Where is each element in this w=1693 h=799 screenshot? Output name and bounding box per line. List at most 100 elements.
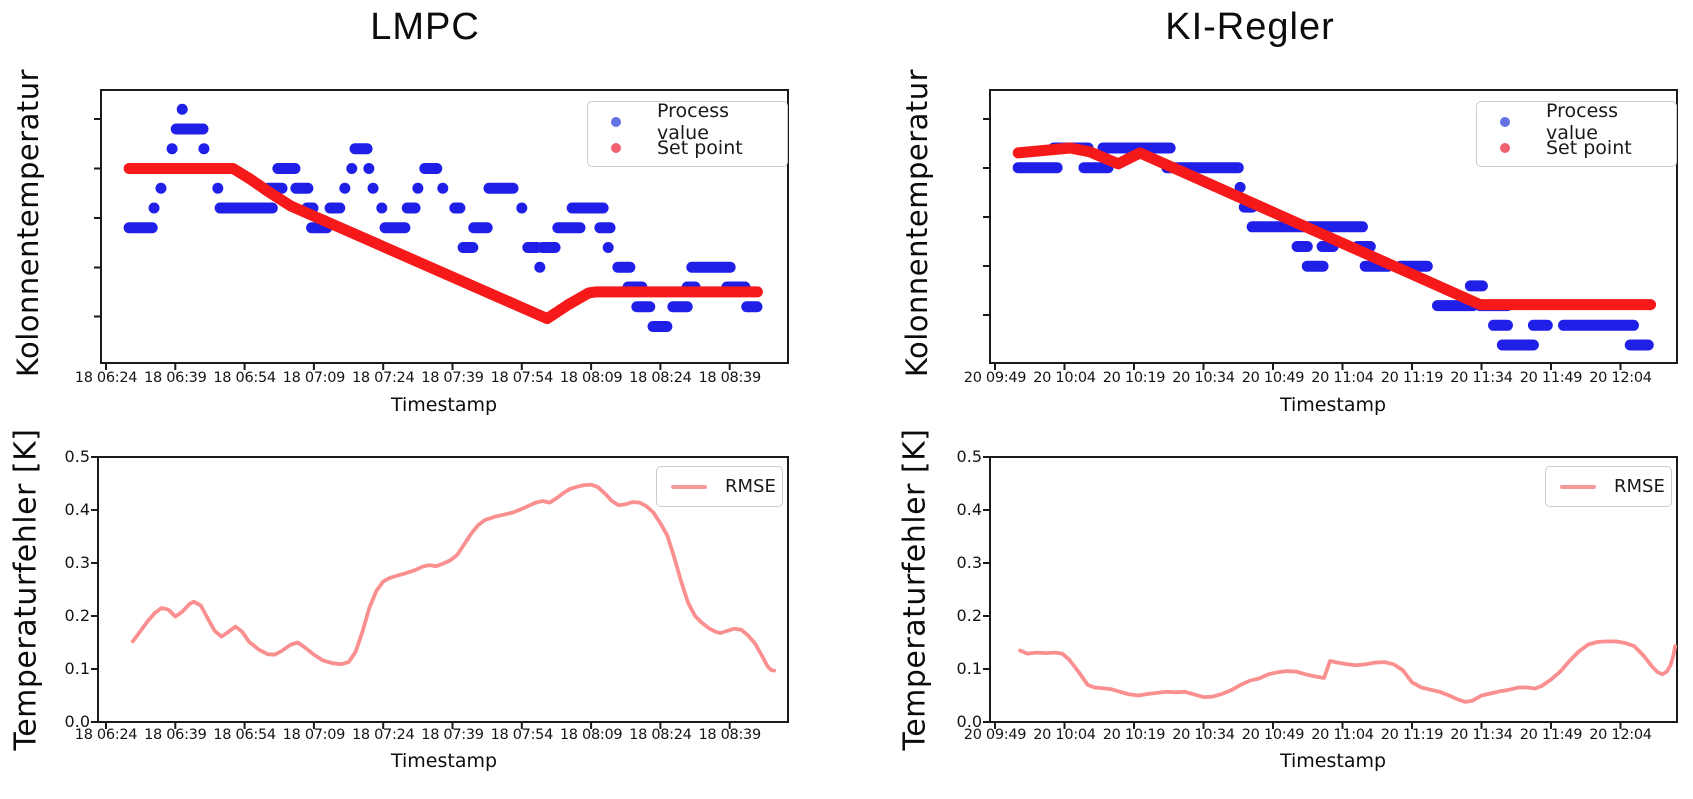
x-tick-label: 18 07:09 xyxy=(282,727,346,743)
legend-row: Set point xyxy=(598,135,777,161)
process-value-dot xyxy=(516,202,528,214)
x-tick-label: 18 08:24 xyxy=(629,370,692,386)
y-tick-label: 0.2 xyxy=(64,606,90,625)
x-tick-label: 20 12:04 xyxy=(1589,370,1652,386)
x-tick-label: 20 11:34 xyxy=(1450,370,1513,386)
chart-title-ki-regler: KI-Regler xyxy=(1165,6,1335,48)
legend-row: Process value xyxy=(1487,100,1666,144)
x-tick-label: 18 07:39 xyxy=(421,727,484,743)
process-value-dot xyxy=(363,163,375,174)
x-tick-label: 20 11:49 xyxy=(1519,727,1583,743)
x-tick-label: 20 10:34 xyxy=(1172,370,1235,386)
x-tick-label: 20 10:49 xyxy=(1241,370,1305,386)
process-value-marker-icon xyxy=(1500,117,1510,127)
x-tick-label: 18 06:24 xyxy=(74,370,138,386)
process-value-dot xyxy=(198,143,210,155)
x-tick-label: 20 10:34 xyxy=(1172,727,1235,743)
process-value-dot xyxy=(176,103,188,115)
lmpc-temperature-frame xyxy=(100,89,789,364)
x-axis-label-lmpc-rmse: Timestamp xyxy=(390,750,498,772)
y-axis-label-lmpc-temp: Kolonnentemperatur xyxy=(11,68,45,378)
process-value-dot xyxy=(1234,181,1246,193)
y-tick-label: 0.2 xyxy=(956,606,982,625)
legend-label-rmse: RMSE xyxy=(725,476,776,497)
x-tick-label: 18 08:09 xyxy=(559,370,623,386)
process-value-dot xyxy=(148,202,160,214)
legend-label-process-value: Process value xyxy=(657,100,730,144)
x-tick-label: 20 12:04 xyxy=(1589,727,1652,743)
x-tick-label: 18 08:39 xyxy=(698,727,761,743)
legend-row: Set point xyxy=(1487,135,1666,161)
x-axis-label-lmpc-temp: Timestamp xyxy=(390,394,498,416)
y-axis-label-ki-rmse: Temperaturfehler [K] xyxy=(897,428,933,751)
x-tick-label: 20 11:04 xyxy=(1311,370,1374,386)
rmse-line-marker-icon xyxy=(671,484,707,489)
x-tick-label: 18 07:54 xyxy=(490,727,554,743)
rmse-line xyxy=(130,482,776,673)
y-tick-label: 0.5 xyxy=(956,447,982,466)
process-value-marker-icon xyxy=(611,117,621,127)
x-tick-label: 20 11:49 xyxy=(1519,370,1583,386)
x-tick-label: 18 06:39 xyxy=(144,727,207,743)
x-tick-label: 20 09:49 xyxy=(963,370,1027,386)
y-tick-label: 0.3 xyxy=(64,553,90,572)
set-point-marker-icon xyxy=(1500,143,1510,153)
set-point-line xyxy=(1012,142,1657,311)
process-value-dot xyxy=(437,182,449,194)
x-tick-label: 20 11:19 xyxy=(1380,727,1444,743)
x-tick-label: 20 10:04 xyxy=(1033,727,1096,743)
legend-label-rmse: RMSE xyxy=(1614,476,1665,497)
legend-label-set-point: Set point xyxy=(1546,137,1632,159)
y-axis-label-ki-temp: Kolonnentemperatur xyxy=(900,68,934,378)
rmse-line xyxy=(1018,639,1678,704)
legend-ki-rmse: RMSE xyxy=(1545,466,1672,507)
x-tick-label: 18 06:39 xyxy=(144,370,207,386)
x-tick-label: 18 07:24 xyxy=(351,370,415,386)
y-tick-label: 0.1 xyxy=(956,659,982,678)
set-point-line xyxy=(123,163,763,325)
process-value-dot xyxy=(412,182,424,194)
x-tick-label: 18 06:54 xyxy=(213,727,276,743)
x-tick-label: 20 11:34 xyxy=(1450,727,1513,743)
y-axis-label-lmpc-rmse: Temperaturfehler [K] xyxy=(8,428,44,751)
y-tick-label: 0.0 xyxy=(64,712,90,731)
x-tick-label: 20 10:49 xyxy=(1241,727,1305,743)
x-tick-label: 20 10:19 xyxy=(1102,370,1166,386)
x-tick-label: 18 08:39 xyxy=(698,370,761,386)
process-value-dot xyxy=(155,182,167,194)
x-tick-label: 18 07:09 xyxy=(282,370,346,386)
y-tick-label: 0.5 xyxy=(64,447,90,466)
process-value-dot xyxy=(602,242,614,253)
x-tick-label: 20 10:04 xyxy=(1033,370,1096,386)
set-point-marker-icon xyxy=(611,143,621,153)
x-tick-label: 18 06:54 xyxy=(213,370,276,386)
lmpc-rmse-frame xyxy=(97,456,789,723)
y-tick-label: 0.4 xyxy=(64,500,90,519)
x-tick-label: 18 07:39 xyxy=(421,370,484,386)
y-tick-label: 0.3 xyxy=(956,553,982,572)
x-tick-label: 18 07:24 xyxy=(351,727,415,743)
rmse-line-marker-icon xyxy=(1560,484,1596,489)
x-tick-label: 18 06:24 xyxy=(74,727,138,743)
x-axis-label-ki-rmse: Timestamp xyxy=(1279,750,1387,772)
x-tick-label: 18 08:24 xyxy=(629,727,692,743)
process-value-dot xyxy=(212,182,224,194)
x-tick-label: 20 09:49 xyxy=(963,727,1027,743)
x-tick-label: 20 11:19 xyxy=(1380,370,1444,386)
ki-regler-temperature-frame xyxy=(989,89,1678,364)
process-value-dot xyxy=(346,163,358,174)
y-tick-label: 0.1 xyxy=(64,659,90,678)
x-tick-label: 18 07:54 xyxy=(490,370,554,386)
legend-row: Process value xyxy=(598,100,777,144)
y-tick-label: 0.4 xyxy=(956,500,982,519)
legend-lmpc-rmse: RMSE xyxy=(656,466,783,507)
legend-lmpc-temp: Process value Set point xyxy=(587,100,788,167)
x-tick-label: 20 11:04 xyxy=(1311,727,1374,743)
process-value-dot xyxy=(534,261,546,273)
legend-label-process-value: Process value xyxy=(1546,100,1619,144)
legend-label-set-point: Set point xyxy=(657,137,743,159)
ki-regler-rmse-frame xyxy=(989,456,1678,723)
process-value-dot xyxy=(339,182,351,194)
